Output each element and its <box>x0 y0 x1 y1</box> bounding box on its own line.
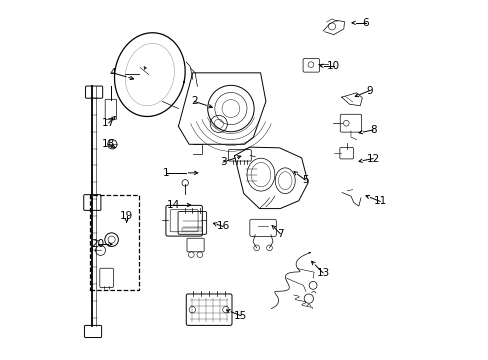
Text: 15: 15 <box>234 311 247 321</box>
Text: 7: 7 <box>276 229 283 239</box>
Text: 10: 10 <box>326 61 340 71</box>
Text: 2: 2 <box>191 96 198 107</box>
Bar <box>90 195 139 290</box>
Text: 18: 18 <box>102 139 115 149</box>
Text: 13: 13 <box>316 268 329 278</box>
Text: 3: 3 <box>219 157 226 167</box>
Bar <box>182 228 202 231</box>
Text: 11: 11 <box>373 197 386 206</box>
Text: 1: 1 <box>163 168 169 178</box>
Text: 4: 4 <box>109 68 115 78</box>
Text: 20: 20 <box>91 239 104 249</box>
Text: 8: 8 <box>369 125 376 135</box>
Text: 14: 14 <box>166 200 179 210</box>
Text: 16: 16 <box>216 221 229 231</box>
Text: 17: 17 <box>102 118 115 128</box>
Text: 9: 9 <box>366 86 372 96</box>
Text: 12: 12 <box>366 154 379 163</box>
Text: 5: 5 <box>301 175 308 185</box>
Text: 19: 19 <box>120 211 133 221</box>
Text: 6: 6 <box>362 18 368 28</box>
